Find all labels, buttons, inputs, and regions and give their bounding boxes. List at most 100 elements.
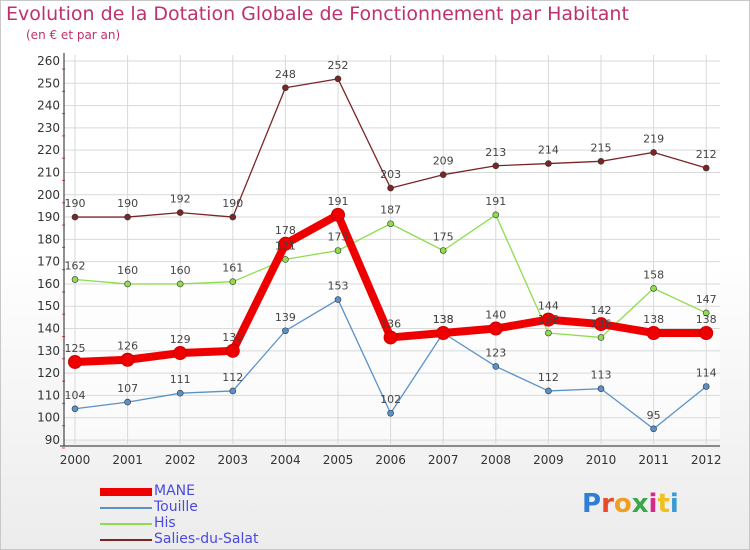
data-label-his: 175 xyxy=(328,231,349,244)
x-tick-label: 2012 xyxy=(691,453,722,467)
data-label-mane: 191 xyxy=(328,195,349,208)
data-point-mane xyxy=(646,325,661,340)
data-point-his xyxy=(71,276,79,283)
data-point-mane xyxy=(173,346,188,361)
data-point-mane xyxy=(331,207,345,222)
data-label-salies-du-salat: 219 xyxy=(643,132,664,145)
data-point-touille xyxy=(176,389,184,397)
y-tick-label: 250 xyxy=(37,76,60,90)
data-label-touille: 111 xyxy=(170,373,191,386)
data-point-salies-du-salat xyxy=(71,213,79,221)
x-tick-label: 2000 xyxy=(60,453,91,467)
legend-label: His xyxy=(154,515,176,531)
data-point-touille xyxy=(124,398,131,406)
data-point-salies-du-salat xyxy=(387,184,394,192)
data-point-mane xyxy=(120,352,135,367)
data-label-salies-du-salat: 252 xyxy=(328,59,349,72)
data-label-mane: 138 xyxy=(696,313,717,326)
data-point-mane xyxy=(383,330,398,345)
data-point-mane xyxy=(225,343,240,358)
data-point-his xyxy=(229,278,237,286)
data-label-his: 175 xyxy=(433,231,454,244)
y-tick-label: 160 xyxy=(37,277,60,291)
data-label-salies-du-salat: 190 xyxy=(222,197,243,210)
y-tick-label: 90 xyxy=(45,433,60,447)
data-label-touille: 112 xyxy=(538,371,559,384)
x-tick-label: 2005 xyxy=(323,453,354,467)
legend-swatch xyxy=(100,488,152,496)
logo-letter: x xyxy=(631,489,649,519)
data-point-salies-du-salat xyxy=(492,162,500,170)
y-tick-label: 220 xyxy=(37,143,60,157)
data-label-touille: 139 xyxy=(275,311,296,324)
data-point-his xyxy=(492,211,500,219)
y-tick-label: 200 xyxy=(37,188,60,202)
data-point-salies-du-salat xyxy=(439,171,447,178)
legend-label: Salies-du-Salat xyxy=(154,531,259,547)
data-label-touille: 102 xyxy=(380,393,401,406)
data-point-touille xyxy=(492,363,500,370)
data-label-his: 147 xyxy=(696,293,717,306)
data-point-his xyxy=(597,334,605,341)
x-tick-label: 2009 xyxy=(533,453,564,467)
legend-label: MANE xyxy=(154,483,195,499)
data-label-mane: 144 xyxy=(538,300,559,313)
data-label-mane: 125 xyxy=(65,342,86,355)
data-point-touille xyxy=(650,425,657,433)
data-label-touille: 138 xyxy=(433,313,454,326)
data-point-touille xyxy=(597,385,605,393)
y-tick-label: 110 xyxy=(37,388,60,402)
data-label-mane: 140 xyxy=(485,309,506,322)
data-label-touille: 95 xyxy=(647,409,661,422)
x-tick-label: 2001 xyxy=(112,453,143,467)
data-point-salies-du-salat xyxy=(702,164,710,172)
chart-title: Evolution de la Dotation Globale de Fonc… xyxy=(6,3,629,25)
data-point-his xyxy=(439,247,447,254)
data-point-mane xyxy=(68,354,82,369)
data-point-salies-du-salat xyxy=(334,75,342,83)
data-label-touille: 153 xyxy=(328,280,349,293)
logo-letter: i xyxy=(669,489,679,519)
y-tick-label: 190 xyxy=(37,210,60,224)
data-label-touille: 113 xyxy=(591,369,612,382)
data-label-touille: 123 xyxy=(485,346,506,359)
data-point-mane xyxy=(594,317,608,332)
logo-letter: i xyxy=(648,489,658,519)
data-point-mane xyxy=(488,321,503,336)
y-tick-label: 100 xyxy=(37,411,60,425)
data-point-touille xyxy=(387,409,394,417)
data-point-his xyxy=(124,280,131,288)
data-label-mane: 178 xyxy=(275,224,296,237)
data-point-mane xyxy=(436,325,451,340)
data-label-his: 160 xyxy=(117,264,138,277)
x-tick-label: 2007 xyxy=(428,453,459,467)
x-tick-label: 2002 xyxy=(165,453,196,467)
logo-letter: r xyxy=(601,489,614,519)
data-label-touille: 114 xyxy=(696,366,717,379)
data-point-touille xyxy=(282,327,289,335)
data-point-his xyxy=(702,309,710,317)
logo-letter: P xyxy=(582,489,602,519)
data-point-his xyxy=(387,220,394,228)
data-point-touille xyxy=(71,405,79,413)
y-tick-label: 170 xyxy=(37,255,60,269)
data-label-salies-du-salat: 213 xyxy=(485,146,506,159)
data-label-salies-du-salat: 214 xyxy=(538,144,559,157)
data-point-touille xyxy=(702,383,710,390)
legend-label: Touille xyxy=(154,499,198,515)
x-tick-label: 2006 xyxy=(375,453,406,467)
data-point-his xyxy=(650,285,657,292)
data-point-salies-du-salat xyxy=(650,149,657,156)
legend-item: Touille xyxy=(100,499,300,516)
data-point-mane xyxy=(541,312,556,327)
data-label-salies-du-salat: 248 xyxy=(275,68,296,81)
chart-subtitle: (en € et par an) xyxy=(26,28,121,42)
data-label-his: 171 xyxy=(275,239,296,252)
data-label-touille: 107 xyxy=(117,382,138,395)
data-label-his: 161 xyxy=(222,262,243,275)
plot-area xyxy=(64,55,720,440)
y-tick-label: 120 xyxy=(37,366,60,380)
data-point-mane xyxy=(278,236,293,251)
logo-letter: o xyxy=(613,489,632,519)
data-label-mane: 129 xyxy=(170,333,191,346)
